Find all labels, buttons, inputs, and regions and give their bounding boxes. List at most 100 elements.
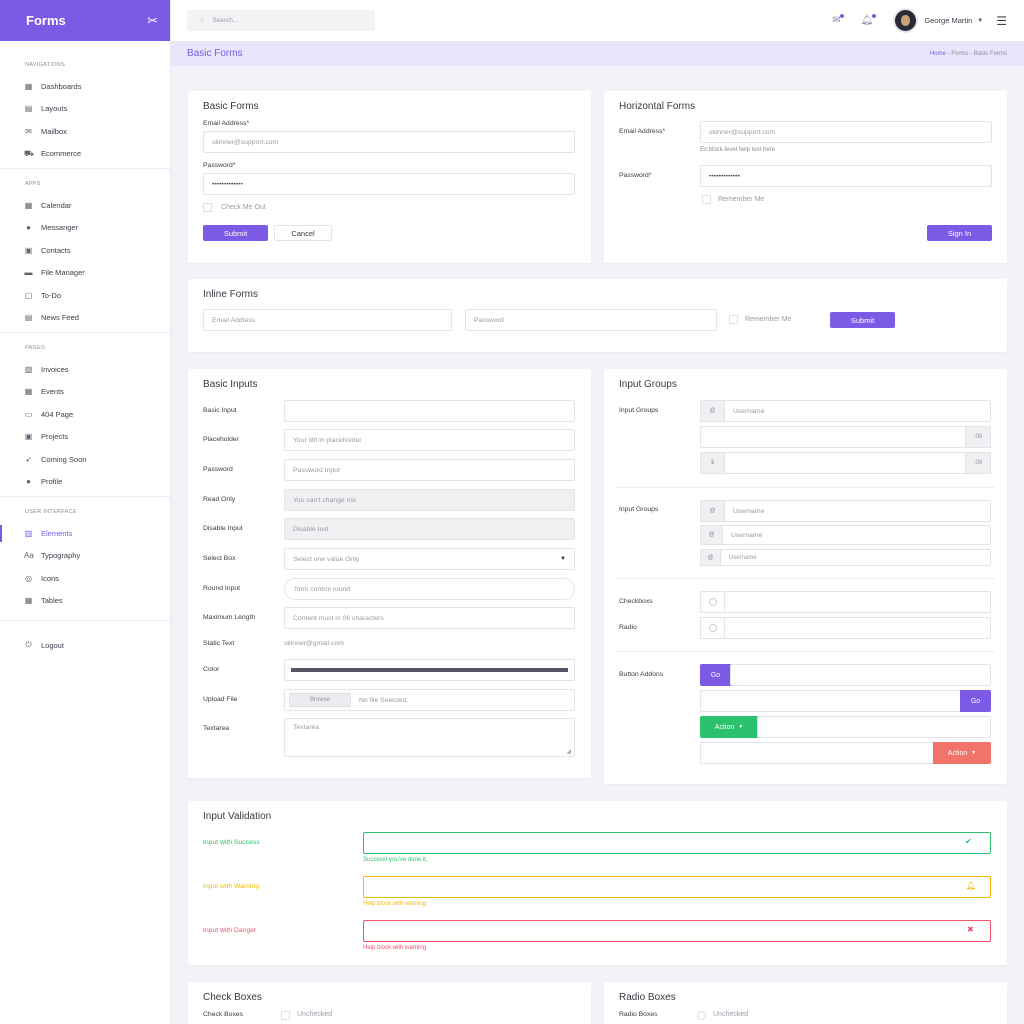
password-field[interactable]: Password (465, 309, 717, 331)
logout-button[interactable]: ⏻ Logout (0, 634, 170, 657)
sidebar-item-invoices[interactable]: ▧ Invoices (0, 358, 170, 381)
sidebar-item-ecommerce[interactable]: ⛟ Ecommerce (0, 143, 170, 166)
sidebar-item-layouts[interactable]: ▤ Layouts (0, 98, 170, 121)
sidebar-item-contacts[interactable]: ▣ Contacts (0, 239, 170, 262)
email-field[interactable]: Email Address (203, 309, 452, 331)
username-placeholder: Username (731, 531, 763, 539)
unchecked-radio[interactable] (697, 1011, 706, 1020)
check-boxes-card: Check Boxes Check Boxes Unchecked (188, 982, 591, 1024)
sidebar-item-coming-soon[interactable]: ➶ Coming Soon (0, 448, 170, 471)
breadcrumb: Home - Forms - Basic Forms (930, 51, 1007, 57)
menu-icon[interactable]: ☰ (996, 13, 1007, 28)
chevron-down-icon[interactable]: ▼ (977, 17, 984, 24)
tools-icon[interactable]: ✂ (147, 12, 158, 28)
action-dropdown-button[interactable]: Action ▼ (700, 716, 758, 738)
username-field-md[interactable]: Username (722, 525, 991, 545)
email-field[interactable]: skinner@support.com (203, 131, 575, 153)
sidebar-item-icons[interactable]: ◎ Icons (0, 567, 170, 590)
password-field[interactable]: ••••••••••••• (203, 173, 575, 195)
go-button[interactable]: Go (700, 664, 731, 686)
mail-icon[interactable]: ✉ (832, 14, 844, 26)
danger-help: Help block with warning (363, 945, 427, 951)
topbar: ○ Search... ✉ 🔔︎ George Martin ▼ ☰ (171, 0, 1024, 41)
radio-group-field[interactable] (724, 617, 991, 639)
breadcrumb-forms[interactable]: Forms (951, 50, 969, 57)
username-field-sm[interactable]: Username (720, 549, 991, 566)
search-input[interactable]: ○ Search... (187, 10, 375, 31)
basic-input[interactable] (284, 400, 575, 422)
action-dropdown-button[interactable]: Action ▼ (933, 742, 991, 764)
sidebar-item-404-page[interactable]: ▭ 404 Page (0, 403, 170, 426)
button-addon-field[interactable] (700, 742, 934, 764)
sidebar-item-messanger[interactable]: ● Messanger (0, 217, 170, 240)
warning-input[interactable] (363, 876, 991, 898)
user-name[interactable]: George Martin (924, 16, 973, 25)
sidebar-item-calendar[interactable]: ▦ Calendar (0, 194, 170, 217)
email-field[interactable]: skinner@support.com (700, 121, 992, 143)
file-upload[interactable]: Browse No file Selected. (284, 689, 575, 711)
price-field[interactable] (724, 452, 966, 474)
close-icon: ✖ (967, 925, 974, 934)
textarea[interactable]: Textarea ◢ (284, 718, 575, 757)
maxlength-input[interactable]: Content must in 06 characters (284, 607, 575, 629)
button-addon-field[interactable] (700, 690, 961, 712)
submit-button[interactable]: Submit (830, 312, 895, 328)
button-addon-field[interactable] (730, 664, 991, 686)
select-box[interactable]: Select one value Only ▼ (284, 548, 575, 570)
sidebar-item-mailbox[interactable]: ✉ Mailbox (0, 120, 170, 143)
projects-icon: ▣ (24, 432, 33, 442)
success-input[interactable] (363, 832, 991, 854)
cancel-button[interactable]: Cancel (274, 225, 332, 241)
todo-icon: ▢ (24, 290, 33, 300)
sidebar-item-events[interactable]: ▦ Events (0, 381, 170, 404)
sidebar-item-file-manager[interactable]: ▬ File Manager (0, 262, 170, 285)
check-icon: ✔ (965, 837, 972, 846)
sidebar-item-label: Mailbox (41, 126, 67, 136)
remember-me-checkbox[interactable] (729, 315, 738, 324)
check-me-out-checkbox[interactable] (203, 203, 212, 212)
color-picker[interactable] (284, 659, 575, 681)
action-label: Action (947, 749, 968, 757)
sidebar-item-dashboards[interactable]: ▦ Dashboards (0, 75, 170, 98)
amount-field[interactable] (700, 426, 966, 448)
email-label: Email Address* (203, 120, 250, 127)
radio-addon[interactable] (700, 617, 725, 639)
submit-button[interactable]: Submit (203, 225, 268, 241)
breadcrumb-home[interactable]: Home (929, 50, 946, 57)
browse-button[interactable]: Browse (289, 693, 352, 707)
sidebar-item-todo[interactable]: ▢ To-Do (0, 284, 170, 307)
go-button[interactable]: Go (960, 690, 991, 712)
checkbox-control[interactable] (708, 598, 717, 606)
sidebar-item-tables[interactable]: ▦ Tables (0, 590, 170, 613)
checkbox-addon[interactable] (700, 591, 725, 613)
sidebar-item-elements[interactable]: ▥ Elements (0, 522, 170, 545)
round-input[interactable]: .form control round (284, 578, 575, 600)
placeholder-input[interactable]: Your titlt in placeholder (284, 429, 575, 451)
radio-control[interactable] (708, 624, 717, 632)
card-title: Radio Boxes (619, 992, 676, 1003)
resize-handle-icon[interactable]: ◢ (566, 749, 571, 755)
sidebar-item-projects[interactable]: ▣ Projects (0, 426, 170, 449)
table-icon: ▦ (24, 596, 33, 606)
at-addon: @ (700, 400, 725, 422)
sidebar: Forms ✂ NAVIGATIONS ▦ Dashboards ▤ Layouts… (0, 0, 171, 1024)
danger-input[interactable] (363, 920, 991, 942)
sidebar-item-typography[interactable]: Aa Typography (0, 545, 170, 568)
password-input[interactable]: Password Input (284, 459, 575, 481)
checkbox-group-field[interactable] (724, 591, 991, 613)
username-field-lg[interactable]: Username (724, 500, 991, 522)
bell-icon[interactable]: 🔔︎ (861, 14, 877, 26)
username-field[interactable]: Username (724, 400, 991, 422)
card-title: Input Groups (619, 379, 677, 390)
upload-file-label: Upload File (203, 696, 238, 703)
cents-addon: .00 (965, 452, 991, 474)
unchecked-checkbox[interactable] (281, 1011, 290, 1020)
sidebar-item-news-feed[interactable]: ▤ News Feed (0, 307, 170, 330)
remember-me-checkbox[interactable] (702, 195, 711, 204)
sidebar-item-profile[interactable]: ● Profile (0, 471, 170, 494)
sign-in-button[interactable]: Sign In (927, 225, 992, 241)
disabled-input: Disable text (284, 518, 575, 540)
avatar[interactable] (893, 8, 919, 33)
button-addon-field[interactable] (757, 716, 991, 738)
password-field[interactable]: ••••••••••••• (700, 165, 992, 187)
